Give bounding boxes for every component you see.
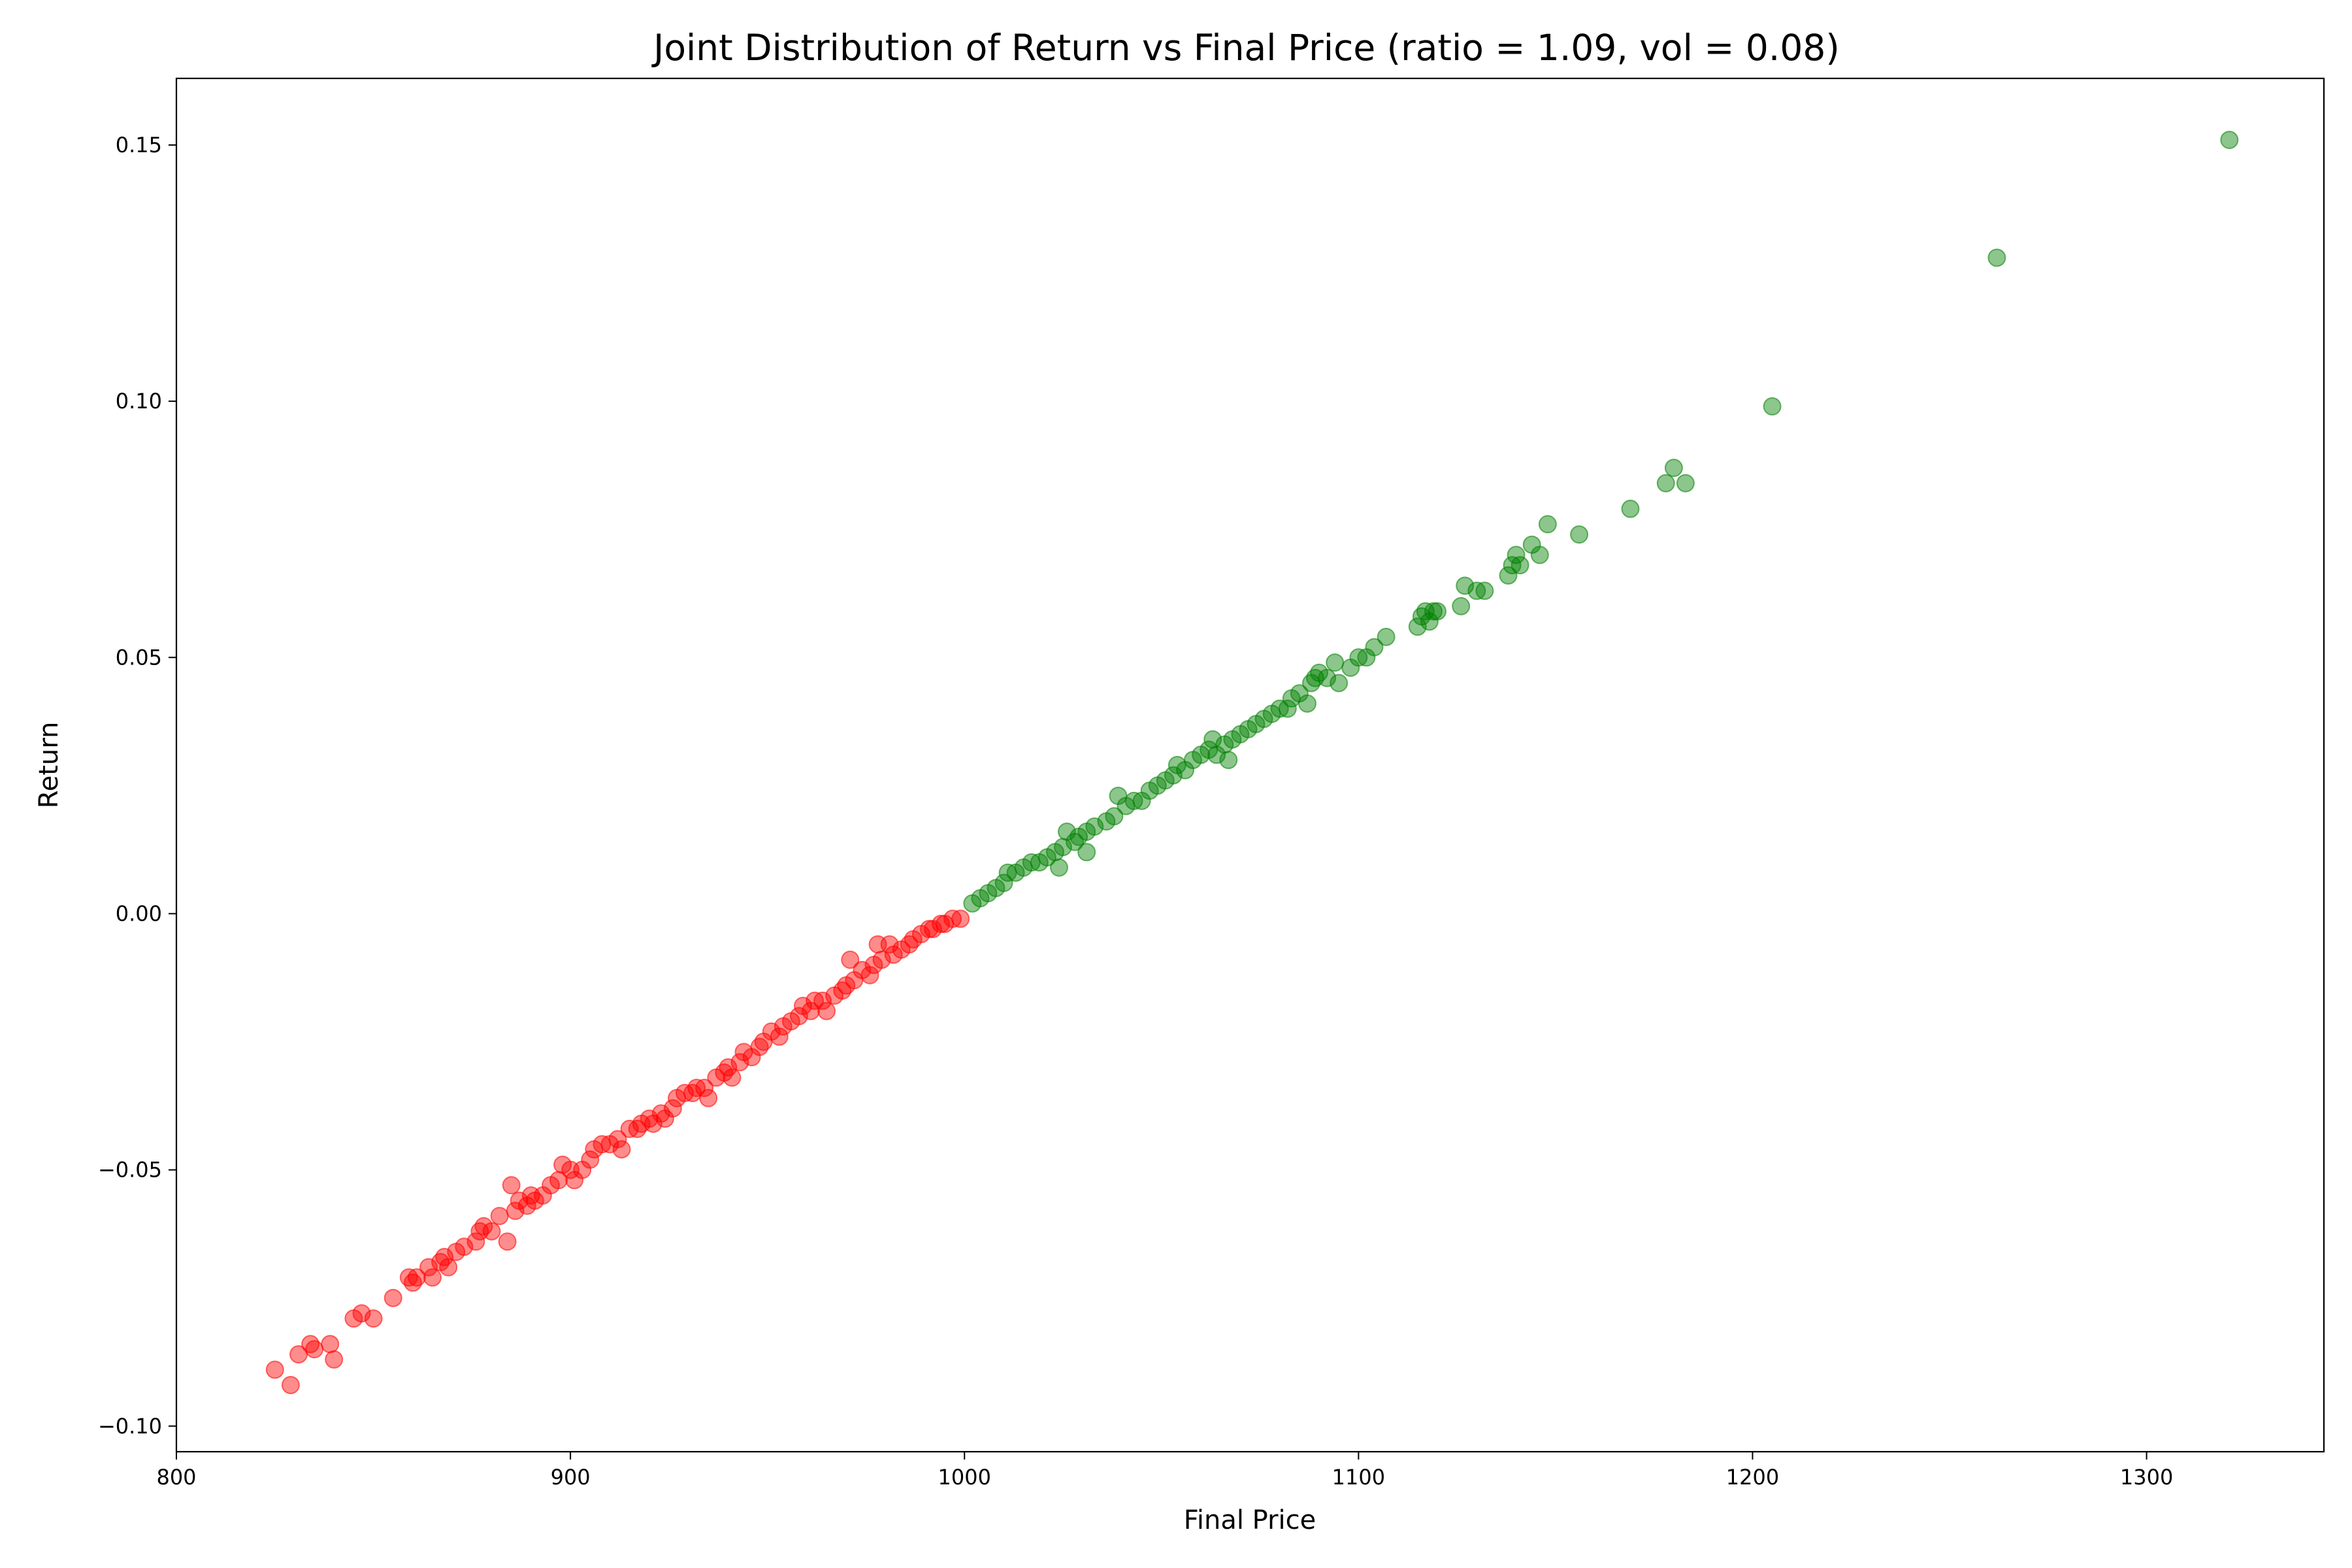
data-point [695,1079,714,1098]
data-point [1377,627,1396,646]
data-point [951,909,970,928]
data-point [506,1201,525,1220]
data-point [1656,474,1675,493]
x-axis-label: Final Price [1184,1505,1316,1535]
data-point [1530,546,1549,564]
data-point [723,1068,742,1087]
data-point [932,915,951,934]
data-point [1987,248,2006,267]
data-point [466,1232,485,1251]
data-point [1475,581,1494,600]
data-point [719,1058,738,1077]
data-point [1424,602,1443,621]
data-point [699,1088,718,1107]
y-tick-label: −0.05 [98,1158,162,1183]
data-point [730,1053,749,1071]
data-point [407,1268,426,1287]
data-point [1428,602,1446,621]
data-point [663,1099,682,1118]
x-tick-label: 1100 [1332,1465,1385,1490]
plot-frame [175,77,2325,1453]
data-point [305,1340,324,1359]
data-point [498,1232,517,1251]
data-point [1105,807,1124,826]
data-point [423,1268,442,1287]
y-tick-label: 0.00 [116,901,162,926]
y-tick-label: 0.15 [116,133,162,157]
data-point [1511,556,1529,575]
data-point [1318,668,1337,687]
data-point [1050,858,1068,877]
data-point [1763,397,1782,416]
data-point [612,1140,631,1159]
data-point [352,1304,371,1323]
data-point [502,1176,521,1195]
data-point [770,1027,789,1046]
data-point [1621,499,1640,518]
x-tick-label: 800 [156,1465,196,1490]
data-point [860,966,879,985]
data-point [1570,525,1589,544]
data-point [802,1002,820,1021]
y-tick-label: −0.10 [98,1414,162,1439]
data-point [1507,546,1526,564]
data-point [384,1288,402,1307]
data-point [1664,459,1683,478]
data-point [1330,674,1348,693]
data-point [1219,751,1238,770]
data-point [265,1360,284,1379]
data-point [581,1150,600,1169]
x-tick-label: 1200 [1726,1465,1779,1490]
y-tick-label: 0.10 [116,389,162,414]
data-point [435,1248,454,1266]
data-points [265,131,2239,1394]
data-point [419,1258,438,1277]
data-point [817,1002,836,1021]
data-point [1164,766,1183,785]
x-tick-label: 900 [551,1465,591,1490]
data-point [1499,566,1518,585]
y-tick-label: 0.05 [116,645,162,670]
data-point [1456,576,1475,595]
data-point [1278,699,1297,718]
data-point [841,951,860,969]
data-point [1298,694,1316,713]
data-point [813,991,832,1010]
x-axis: 800 900 1000 1100 1200 1300 [156,1452,2173,1490]
data-point [1452,596,1471,615]
data-point [1085,817,1104,836]
data-point [321,1335,340,1354]
data-point [1326,653,1345,672]
data-point [325,1350,344,1369]
x-tick-label: 1300 [2120,1465,2173,1490]
data-point [872,951,891,969]
data-point [789,1007,808,1026]
data-point [608,1130,627,1149]
data-point [1077,843,1096,862]
data-point [994,874,1013,892]
y-axis: −0.10 −0.05 0.00 0.05 0.10 0.15 [98,133,176,1439]
data-point [439,1258,458,1277]
data-point [364,1309,383,1328]
y-axis-label: Return [34,722,64,809]
data-point [1365,638,1384,657]
data-point [2220,131,2239,150]
data-point [880,935,899,954]
x-tick-label: 1000 [938,1465,991,1490]
chart-title: Joint Distribution of Return vs Final Pr… [651,27,1840,69]
data-point [1676,474,1695,493]
data-point [490,1207,509,1226]
data-point [1408,617,1427,636]
data-point [482,1222,501,1241]
data-point [1538,515,1557,534]
data-point [455,1237,474,1256]
data-point [281,1376,300,1394]
